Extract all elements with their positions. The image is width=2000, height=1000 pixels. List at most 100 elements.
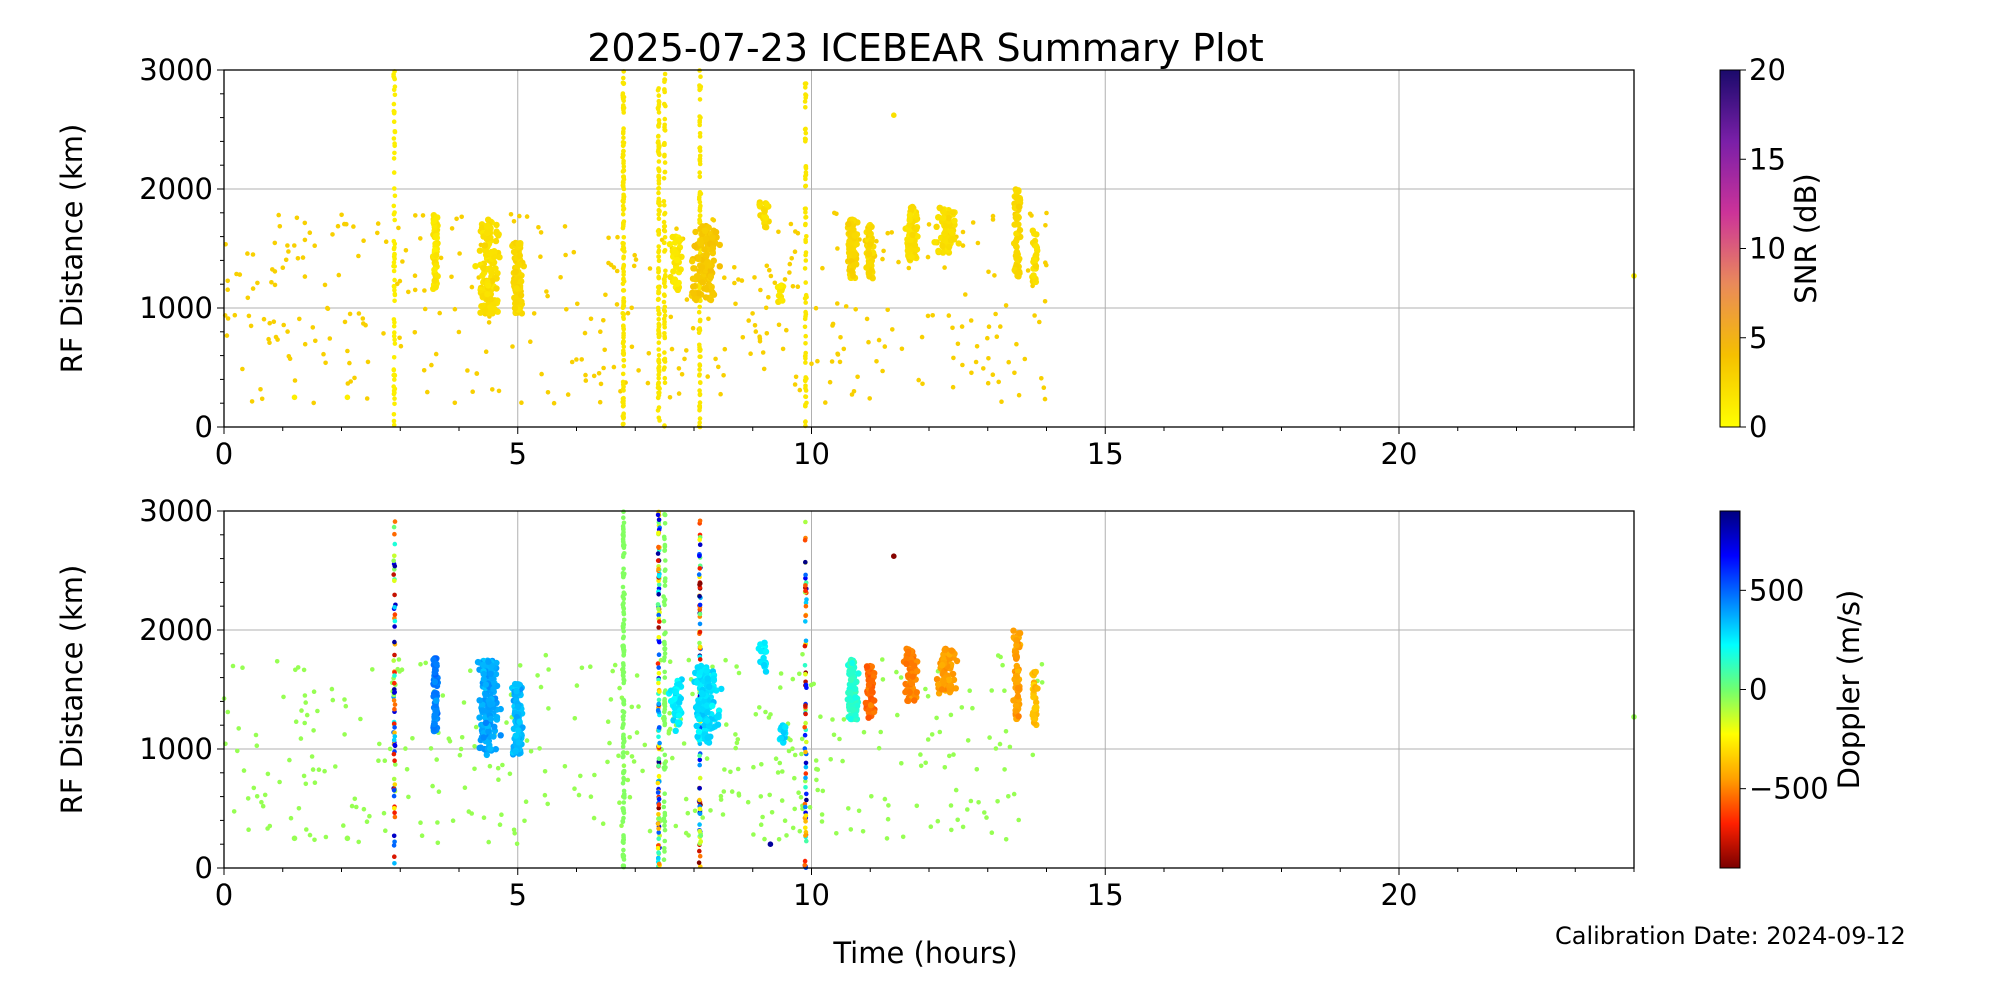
- data-point: [710, 664, 715, 670]
- data-point: [392, 531, 397, 537]
- data-point: [733, 745, 738, 751]
- data-point: [512, 831, 517, 836]
- data-point: [710, 290, 717, 297]
- data-point: [662, 424, 667, 429]
- data-point: [621, 863, 626, 869]
- data-point: [751, 764, 756, 770]
- data-point: [433, 351, 439, 357]
- data-point: [588, 316, 594, 322]
- data-point: [447, 739, 453, 744]
- y-tick-label: 3000: [139, 53, 213, 87]
- data-point: [662, 521, 668, 526]
- data-point: [620, 371, 626, 377]
- data-point: [716, 364, 721, 370]
- data-point: [283, 257, 289, 263]
- data-point: [425, 389, 430, 395]
- data-point: [1014, 684, 1022, 692]
- data-point: [803, 139, 808, 144]
- x-tick-label: 15: [1087, 878, 1124, 912]
- data-point: [621, 526, 626, 531]
- data-point: [656, 159, 662, 164]
- data-point: [621, 697, 626, 703]
- data-point: [697, 644, 703, 650]
- data-point: [485, 728, 492, 735]
- data-point: [929, 732, 935, 737]
- data-point: [697, 797, 702, 803]
- data-point: [616, 753, 621, 759]
- data-point: [697, 122, 702, 128]
- data-point: [802, 724, 807, 730]
- data-point: [707, 296, 715, 304]
- data-point: [621, 617, 627, 623]
- data-point: [855, 670, 862, 677]
- data-point: [802, 266, 808, 271]
- data-point: [803, 619, 808, 624]
- data-point: [863, 264, 870, 271]
- data-point: [489, 310, 496, 317]
- data-point: [617, 800, 622, 805]
- data-point: [507, 771, 513, 777]
- data-point: [803, 419, 808, 424]
- data-point: [253, 732, 259, 738]
- data-point: [620, 179, 626, 185]
- data-point: [697, 161, 703, 167]
- data-point: [696, 716, 703, 723]
- data-point: [802, 643, 808, 649]
- data-point: [803, 280, 808, 285]
- data-point: [391, 101, 397, 107]
- data-point: [392, 193, 398, 199]
- data-point: [391, 246, 397, 252]
- data-point: [621, 634, 626, 639]
- data-point: [291, 835, 298, 842]
- data-point: [612, 662, 618, 668]
- data-point: [697, 753, 702, 759]
- data-point: [1010, 697, 1017, 704]
- data-point: [1039, 680, 1045, 685]
- data-point: [479, 661, 487, 669]
- data-point: [697, 806, 703, 812]
- data-point: [482, 691, 489, 699]
- data-point: [621, 769, 627, 775]
- data-point: [250, 252, 256, 257]
- data-point: [712, 228, 720, 236]
- data-point: [998, 324, 1003, 329]
- data-point: [517, 663, 523, 668]
- data-point: [497, 822, 503, 827]
- data-point: [698, 264, 706, 271]
- data-point: [803, 711, 808, 717]
- data-point: [848, 827, 854, 832]
- data-point: [392, 618, 398, 624]
- data-point: [656, 812, 661, 817]
- data-point: [675, 712, 683, 719]
- data-point: [751, 832, 756, 837]
- data-point: [423, 660, 429, 666]
- data-point: [661, 639, 667, 645]
- data-point: [391, 108, 397, 114]
- data-point: [395, 666, 401, 672]
- data-point: [696, 572, 702, 577]
- data-point: [607, 740, 612, 746]
- data-point: [973, 359, 979, 365]
- data-point: [413, 213, 418, 218]
- data-point: [621, 164, 627, 169]
- data-point: [803, 775, 808, 781]
- data-point: [656, 826, 661, 831]
- data-point: [904, 247, 911, 254]
- data-point: [621, 235, 627, 240]
- data-point: [662, 77, 667, 82]
- data-point: [517, 291, 525, 299]
- data-point: [715, 711, 722, 719]
- data-point: [1044, 210, 1049, 216]
- data-point: [255, 280, 260, 286]
- data-point: [435, 840, 441, 846]
- data-point: [392, 592, 397, 598]
- data-point: [622, 795, 627, 800]
- data-point: [662, 235, 668, 240]
- data-point: [656, 308, 661, 313]
- data-point: [803, 378, 808, 384]
- data-point: [697, 786, 702, 791]
- data-point: [430, 217, 438, 224]
- data-point: [627, 735, 632, 740]
- data-point: [656, 665, 661, 670]
- data-point: [798, 794, 804, 800]
